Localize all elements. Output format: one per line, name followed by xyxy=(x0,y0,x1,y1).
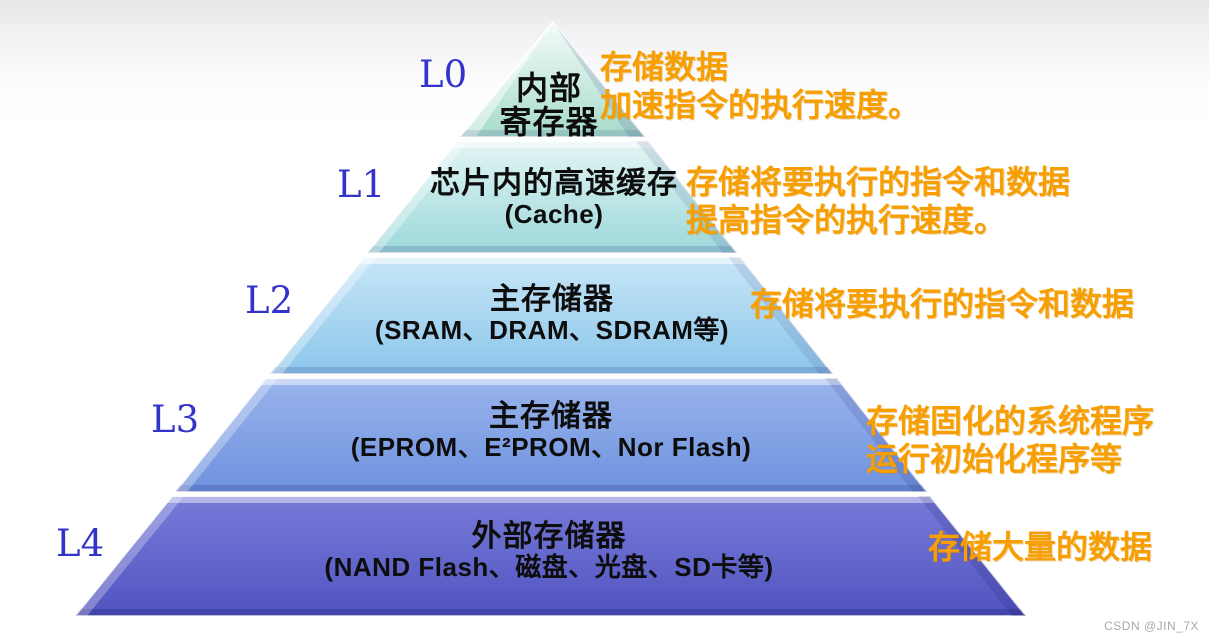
level-label-l3: L3 xyxy=(151,398,200,441)
level-title-line1: 主存储器 xyxy=(490,283,614,316)
level-title-l3: 主存储器 (EPROM、E²PROM、Nor Flash) xyxy=(351,401,752,462)
level-title-l4: 外部存储器 (NAND Flash、磁盘、光盘、SD卡等) xyxy=(324,521,773,582)
note-line1: 存储大量的数据 xyxy=(928,529,1153,565)
level-note-l0: 存储数据 加速指令的执行速度。 xyxy=(600,48,920,125)
note-line1: 存储数据 xyxy=(600,49,729,85)
level-title-l1: 芯片内的高速缓存 (Cache) xyxy=(430,168,678,229)
level-label-l4: L4 xyxy=(56,522,105,565)
note-line2: 提高指令的执行速度。 xyxy=(686,202,1007,239)
pyramid-level-l2 xyxy=(267,256,836,375)
level-title-line1: 芯片内的高速缓存 xyxy=(430,167,678,200)
level-label-l2: L2 xyxy=(245,279,294,322)
level-note-l1: 存储将要执行的指令和数据 提高指令的执行速度。 xyxy=(686,163,1070,240)
note-line1: 存储将要执行的指令和数据 xyxy=(686,164,1071,200)
pyramid-level-l1 xyxy=(364,140,740,254)
level-label-l0: L0 xyxy=(419,53,468,96)
level-note-l2: 存储将要执行的指令和数据 xyxy=(750,285,1134,323)
note-line2: 加速指令的执行速度。 xyxy=(600,87,921,124)
pyramid-level-l3 xyxy=(172,377,930,493)
level-title-l2: 主存储器 (SRAM、DRAM、SDRAM等) xyxy=(375,284,729,345)
level-title-line2: (NAND Flash、磁盘、光盘、SD卡等) xyxy=(324,551,774,582)
pyramid-level-l0 xyxy=(457,20,648,138)
level-title-line1: 主存储器 xyxy=(488,400,613,433)
note-line1: 存储将要执行的指令和数据 xyxy=(750,286,1135,322)
level-title-line2: (EPROM、E²PROM、Nor Flash) xyxy=(350,431,752,462)
note-line1: 存储固化的系统程序 xyxy=(866,403,1155,439)
level-note-l4: 存储大量的数据 xyxy=(928,528,1152,566)
level-note-l3: 存储固化的系统程序 运行初始化程序等 xyxy=(866,402,1154,479)
note-line2: 运行初始化程序等 xyxy=(866,441,1123,478)
level-title-l0: 内部 寄存器 xyxy=(499,70,599,140)
level-label-l1: L1 xyxy=(337,163,386,206)
level-title-line2: 寄存器 xyxy=(499,103,599,140)
level-title-line2: (Cache) xyxy=(504,198,604,229)
level-title-line1: 外部存储器 xyxy=(471,520,627,553)
pyramid-level-l4 xyxy=(72,495,1029,617)
csdn-watermark: CSDN @JIN_7X xyxy=(1104,619,1199,633)
level-title-line2: (SRAM、DRAM、SDRAM等) xyxy=(374,314,730,345)
level-title-line1: 内部 xyxy=(515,70,583,106)
